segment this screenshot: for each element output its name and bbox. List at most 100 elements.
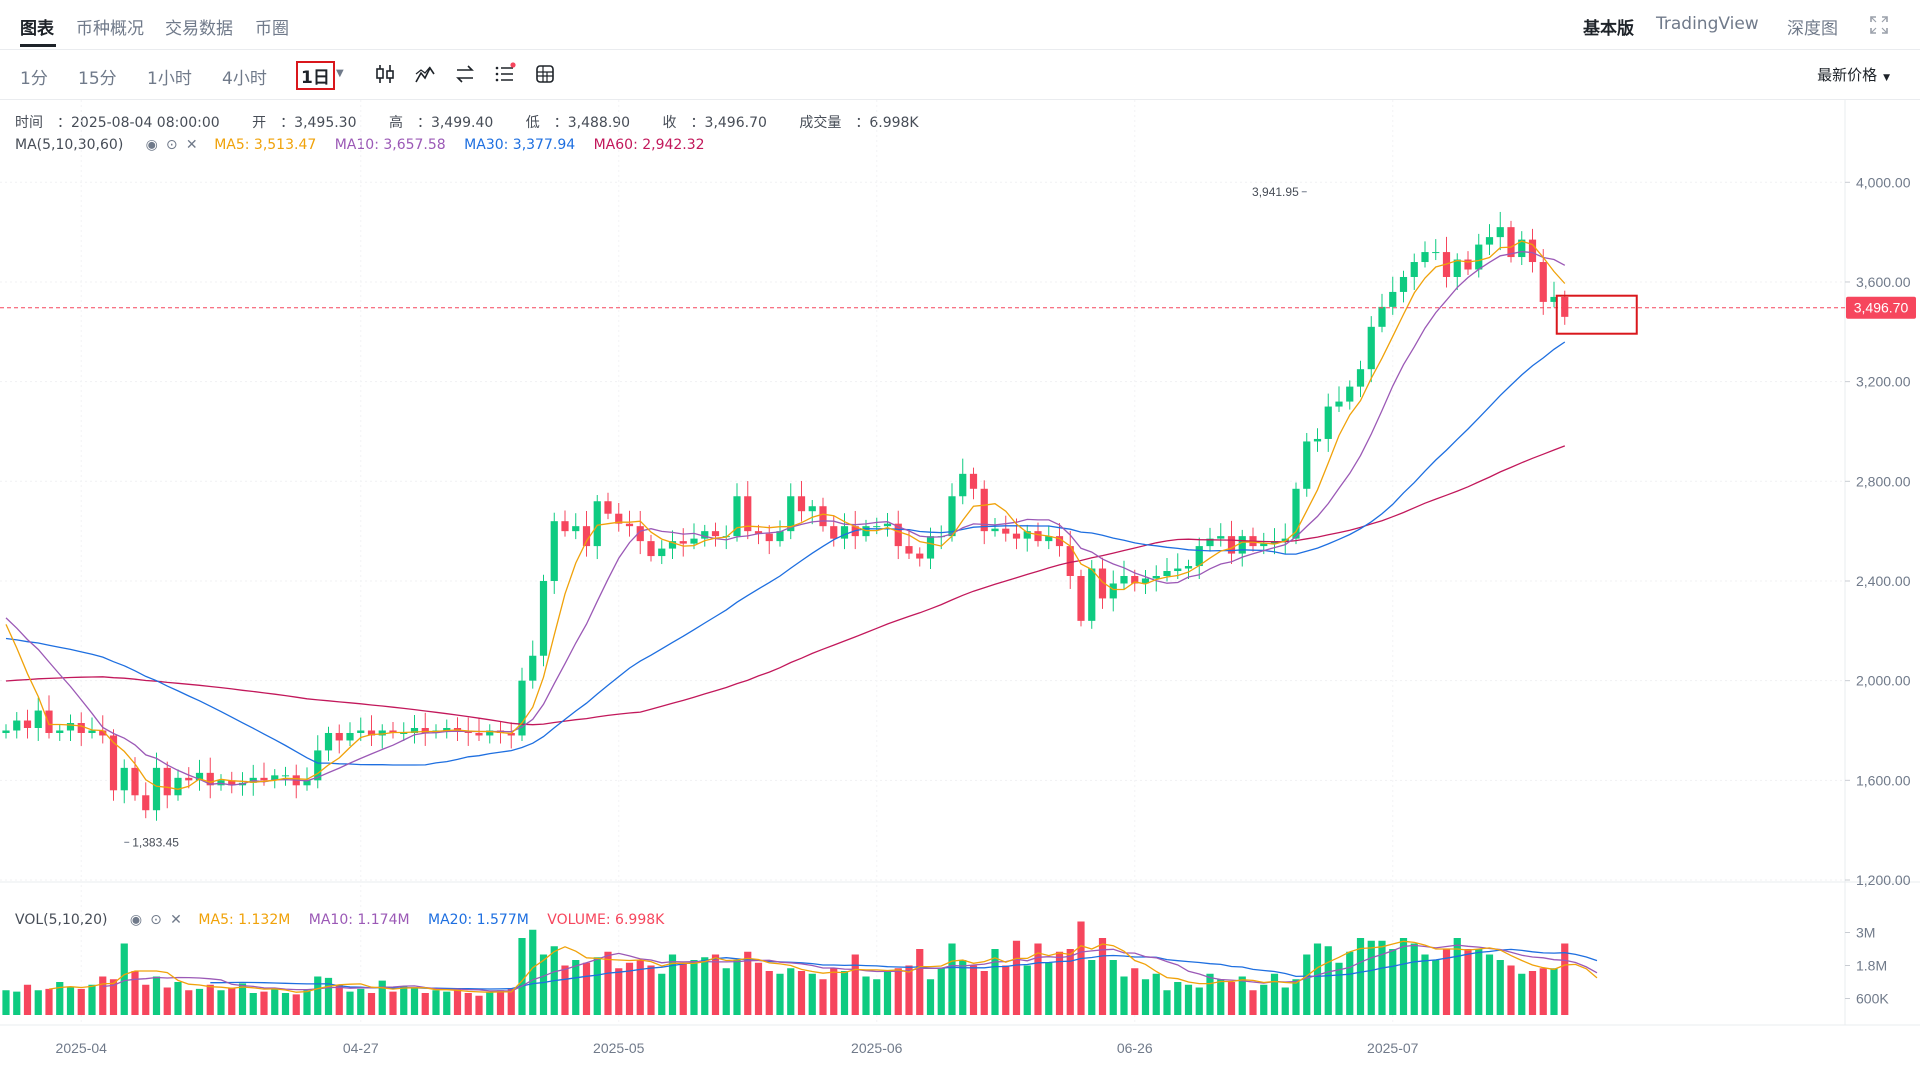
candle-body [1475, 244, 1483, 270]
volume-bar [529, 929, 537, 1015]
price-chart[interactable]: 1,200.00 1,600.00 2,000.00 2,400.00 2,800.00… [0, 100, 1920, 1080]
tab-trading-data[interactable]: 交易数据 [165, 19, 233, 39]
volume-bar [1012, 940, 1021, 1015]
tab-coin-overview[interactable]: 币种概况 [76, 19, 144, 39]
settings-icon[interactable]: ⊙ [165, 137, 178, 153]
candle-body [733, 496, 741, 537]
volume-bar [1507, 965, 1515, 1015]
candle-body [34, 710, 42, 728]
volume-bar [346, 991, 354, 1015]
volume-bar [894, 968, 902, 1015]
candle-body [1206, 538, 1214, 547]
fullscreen-icon[interactable] [1868, 14, 1890, 36]
tab-basic-version[interactable]: 基本版 [1583, 19, 1634, 39]
settings-icon[interactable]: ⊙ [150, 912, 162, 928]
chart-toolbar: 1分 15分 1小时 4小时 1日 ▼ 最新价格 ▼ [0, 50, 1920, 100]
volume-bar [916, 949, 924, 1015]
candle-body [185, 777, 193, 781]
volume-bar [1475, 949, 1483, 1015]
candle-body [1346, 386, 1354, 402]
volume-bar [185, 990, 193, 1015]
volume-bar [1292, 979, 1300, 1015]
volume-bar [1313, 943, 1322, 1015]
volume-bar [249, 993, 257, 1015]
last-price-tag [1846, 296, 1916, 319]
tab-chart[interactable]: 图表 [20, 19, 54, 39]
settings-list-icon[interactable] [493, 62, 517, 86]
candle-body [615, 513, 623, 524]
tab-tradingview[interactable]: TradingView [1656, 14, 1759, 34]
candle-body [163, 767, 171, 796]
ma10-value: MA10: 3,657.58 [334, 137, 446, 153]
vol-tick-label: 3M [1856, 925, 1875, 941]
price-type-select[interactable]: 最新价格 ▼ [1817, 66, 1890, 84]
interval-15m[interactable]: 15分 [78, 69, 117, 89]
volume-bar [142, 984, 150, 1015]
max-price-label: 3,941.95 [1252, 185, 1299, 199]
volume-bar [34, 990, 42, 1015]
volume-bar [453, 988, 462, 1015]
interval-1d[interactable]: 1日 [296, 61, 335, 90]
interval-4h[interactable]: 4小时 [222, 69, 267, 89]
volume-bar [131, 971, 139, 1015]
candle-body [1367, 326, 1375, 370]
candle-body [1335, 401, 1343, 407]
candle-body [1260, 543, 1268, 547]
candle-body [1378, 306, 1386, 327]
min-price-label: 1,383.45 [132, 835, 179, 849]
candle-body [1174, 568, 1182, 572]
volume-bar [1281, 987, 1289, 1015]
candle-body [88, 730, 96, 733]
close-icon[interactable]: ✕ [185, 137, 198, 153]
eye-icon[interactable]: ◉ [129, 912, 143, 928]
volume-bar [217, 990, 225, 1015]
close-icon[interactable]: ✕ [170, 912, 182, 928]
layout-icon[interactable] [533, 62, 557, 86]
ma60-value: MA60: 2,942.32 [593, 137, 705, 153]
candle-body [1432, 252, 1440, 254]
candle-body [389, 730, 397, 733]
interval-dropdown-icon[interactable]: ▼ [336, 68, 344, 79]
top-nav: 图表 币种概况 交易数据 币圈 基本版 TradingView 深度图 [0, 0, 1920, 50]
candle-body [99, 730, 107, 736]
ohlc-open: 开：3,495.30 [252, 115, 357, 131]
candle-body [1034, 531, 1042, 542]
candle-body [1045, 536, 1053, 542]
volume-bar [593, 957, 601, 1015]
candle-body [1421, 252, 1429, 263]
volume-bar [980, 971, 988, 1015]
volume-bar [432, 990, 440, 1015]
candle-body [518, 680, 526, 736]
volume-bar [658, 973, 666, 1015]
candle-body [303, 780, 311, 786]
volume-bar [840, 971, 849, 1015]
candlestick-icon[interactable] [373, 62, 397, 86]
compare-icon[interactable] [453, 62, 477, 86]
candle-body [593, 501, 601, 547]
volume-bar [1055, 951, 1064, 1015]
candle-body [77, 723, 85, 733]
interval-1m[interactable]: 1分 [20, 69, 48, 89]
candle-body [1077, 576, 1085, 621]
volume-bar [539, 954, 548, 1015]
candle-body [152, 767, 161, 811]
ohlc-time: 时间 ：2025-08-04 08:00:00 [15, 115, 220, 131]
candle-body [1098, 568, 1107, 599]
tab-depth-chart[interactable]: 深度图 [1787, 19, 1838, 39]
candle-body [894, 523, 902, 547]
volume-bar [99, 976, 107, 1015]
indicator-icon[interactable] [413, 62, 437, 86]
candle-body [905, 546, 913, 554]
volume-bar [1002, 965, 1010, 1015]
volume-bar [421, 993, 429, 1015]
tab-coin-circle[interactable]: 币圈 [255, 19, 289, 39]
interval-1h[interactable]: 1小时 [147, 69, 192, 89]
candle-body [324, 732, 333, 751]
price-tick-label: 3,600.00 [1856, 274, 1911, 290]
volume-bar [109, 979, 118, 1015]
volume-bar [475, 995, 483, 1015]
eye-icon[interactable]: ◉ [145, 137, 158, 153]
ohlc-volume: 成交量 ：6.998K [799, 115, 919, 131]
volume-bar [77, 988, 85, 1015]
volume-bar [357, 988, 365, 1015]
